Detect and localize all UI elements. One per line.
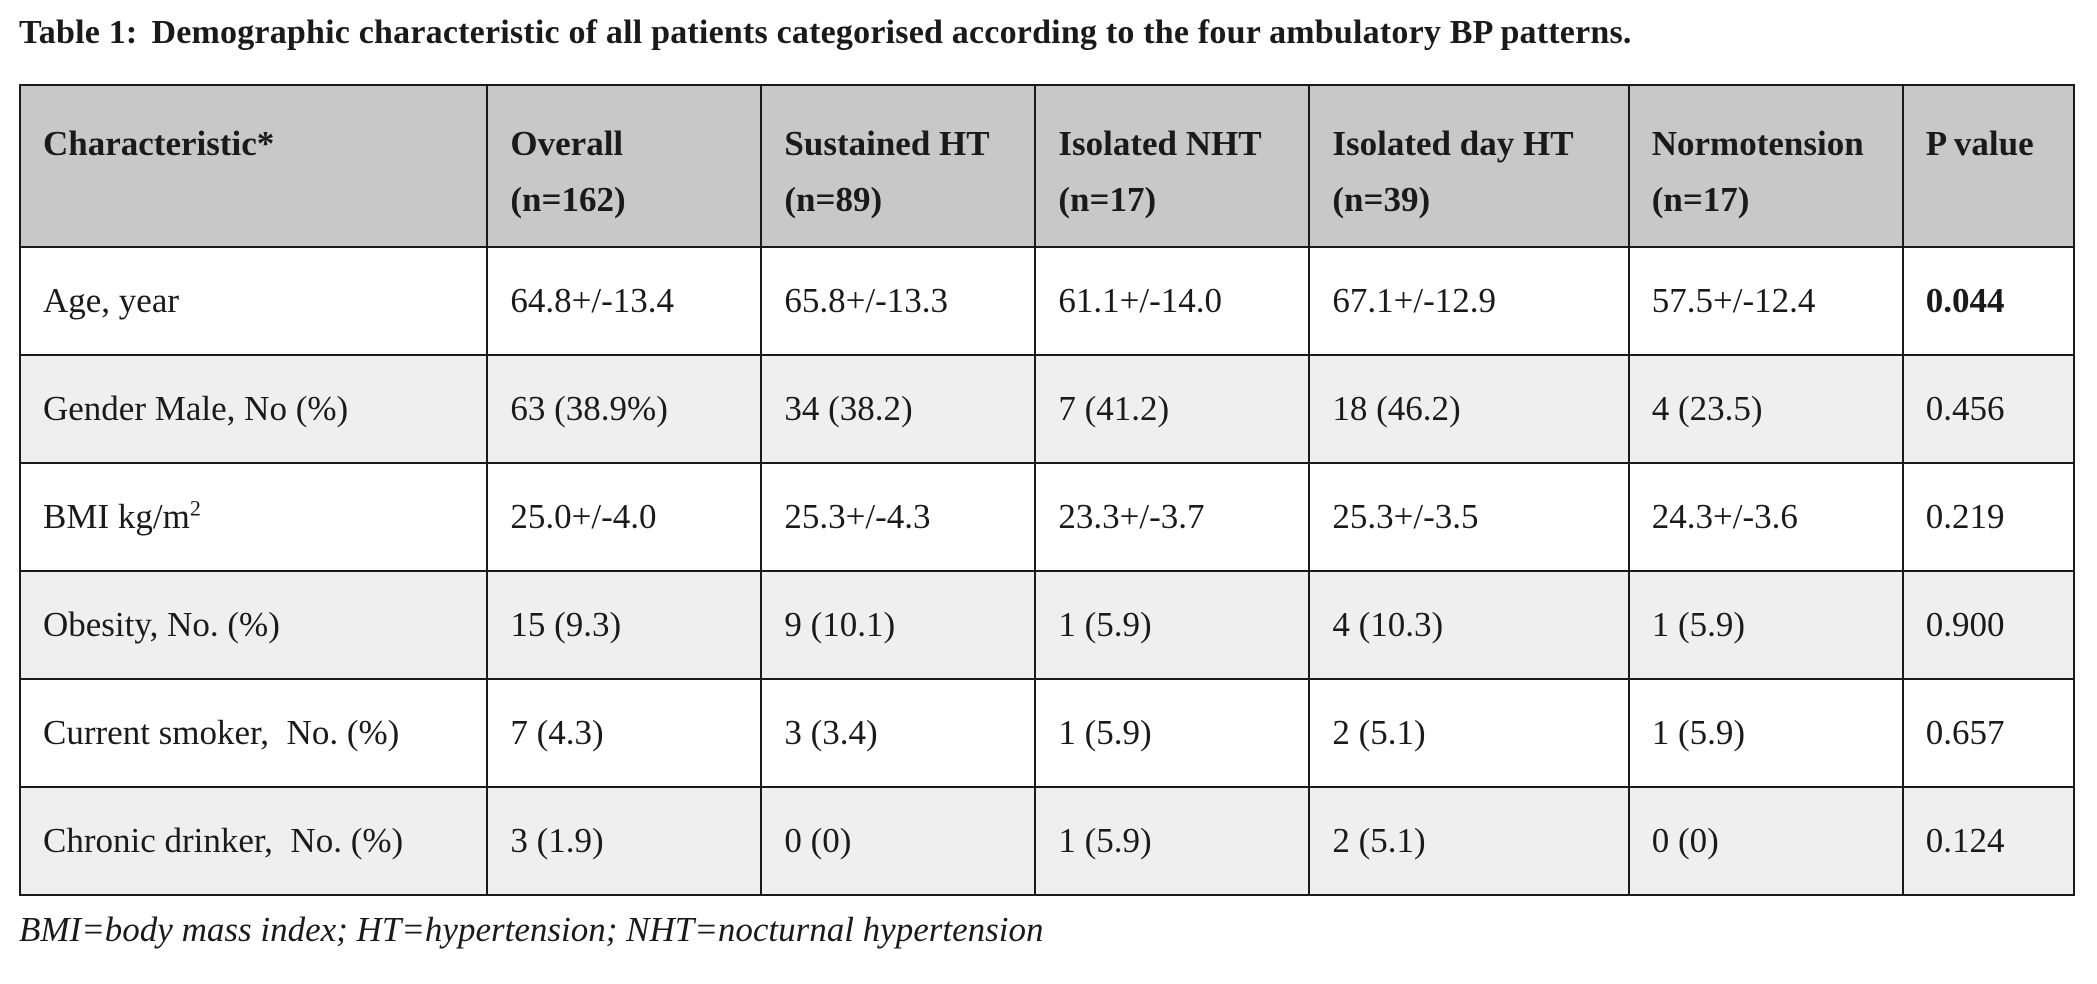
- cell-sustained-ht: 34 (38.2): [760, 354, 1037, 464]
- header-characteristic: Characteristic*: [18, 84, 489, 248]
- cell-p-value: 0.124: [1901, 786, 2076, 896]
- table-row: Chronic drinker, No. (%) 3 (1.9) 0 (0) 1…: [18, 786, 2076, 896]
- header-line: Isolated NHT: [1058, 124, 1262, 163]
- cell-sustained-ht: 65.8+/-13.3: [760, 246, 1037, 356]
- cell-isolated-nht: 1 (5.9): [1034, 570, 1311, 680]
- header-p-value: P value: [1901, 84, 2076, 248]
- cell-sustained-ht: 9 (10.1): [760, 570, 1037, 680]
- cell-p-value: 0.657: [1901, 678, 2076, 788]
- header-sustained-ht: Sustained HT (n=89): [760, 84, 1037, 248]
- header-count: (n=162): [510, 180, 626, 219]
- header-overall: Overall (n=162): [486, 84, 763, 248]
- table-caption: Table 1: Demographic characteristic of al…: [19, 14, 1632, 52]
- cell-sustained-ht: 25.3+/-4.3: [760, 462, 1037, 572]
- cell-isolated-nht: 1 (5.9): [1034, 786, 1311, 896]
- cell-normotension: 1 (5.9): [1627, 570, 1904, 680]
- table-footnote: BMI=body mass index; HT=hypertension; NH…: [19, 910, 1044, 949]
- table-row: Gender Male, No (%) 63 (38.9%) 34 (38.2)…: [18, 354, 2076, 464]
- header-isolated-nht: Isolated NHT (n=17): [1034, 84, 1311, 248]
- header-line: Normotension: [1651, 124, 1864, 163]
- cell-characteristic: Gender Male, No (%): [18, 354, 489, 464]
- header-line: Isolated day HT: [1332, 124, 1574, 163]
- characteristic-label: BMI kg/m: [43, 497, 190, 536]
- table-caption-number: Table 1:: [19, 14, 138, 51]
- header-count: (n=17): [1058, 180, 1157, 219]
- superscript: 2: [189, 495, 201, 521]
- cell-isolated-day-ht: 25.3+/-3.5: [1308, 462, 1630, 572]
- cell-overall: 3 (1.9): [486, 786, 763, 896]
- cell-isolated-nht: 61.1+/-14.0: [1034, 246, 1311, 356]
- cell-normotension: 0 (0): [1627, 786, 1904, 896]
- cell-isolated-nht: 23.3+/-3.7: [1034, 462, 1311, 572]
- header-line: Overall: [510, 124, 624, 163]
- cell-isolated-day-ht: 2 (5.1): [1308, 786, 1630, 896]
- cell-overall: 7 (4.3): [486, 678, 763, 788]
- cell-overall: 63 (38.9%): [486, 354, 763, 464]
- header-isolated-day-ht: Isolated day HT (n=39): [1308, 84, 1630, 248]
- header-line: P value: [1925, 124, 2034, 163]
- cell-isolated-day-ht: 18 (46.2): [1308, 354, 1630, 464]
- header-line: Sustained HT: [784, 124, 990, 163]
- cell-overall: 64.8+/-13.4: [486, 246, 763, 356]
- cell-characteristic: Obesity, No. (%): [18, 570, 489, 680]
- cell-overall: 25.0+/-4.0: [486, 462, 763, 572]
- cell-normotension: 24.3+/-3.6: [1627, 462, 1904, 572]
- table-row: Current smoker, No. (%) 7 (4.3) 3 (3.4) …: [18, 678, 2076, 788]
- table-header-row: Characteristic* Overall (n=162) Sustained…: [18, 84, 2076, 248]
- table-row: Obesity, No. (%) 15 (9.3) 9 (10.1) 1 (5.…: [18, 570, 2076, 680]
- cell-isolated-nht: 7 (41.2): [1034, 354, 1311, 464]
- table-caption-text: Demographic characteristic of all patien…: [151, 14, 1632, 51]
- cell-characteristic: Current smoker, No. (%): [18, 678, 489, 788]
- cell-p-value: 0.456: [1901, 354, 2076, 464]
- cell-p-value: 0.900: [1901, 570, 2076, 680]
- cell-isolated-day-ht: 2 (5.1): [1308, 678, 1630, 788]
- header-line: Characteristic*: [43, 124, 275, 163]
- cell-isolated-day-ht: 4 (10.3): [1308, 570, 1630, 680]
- cell-sustained-ht: 3 (3.4): [760, 678, 1037, 788]
- table-row: Age, year 64.8+/-13.4 65.8+/-13.3 61.1+/…: [18, 246, 2076, 356]
- header-count: (n=89): [784, 180, 883, 219]
- cell-characteristic: Chronic drinker, No. (%): [18, 786, 489, 896]
- table-row: BMI kg/m2 25.0+/-4.0 25.3+/-4.3 23.3+/-3…: [18, 462, 2076, 572]
- cell-isolated-nht: 1 (5.9): [1034, 678, 1311, 788]
- header-count: (n=17): [1651, 180, 1750, 219]
- header-count: (n=39): [1332, 180, 1431, 219]
- header-normotension: Normotension (n=17): [1627, 84, 1904, 248]
- cell-characteristic: Age, year: [18, 246, 489, 356]
- cell-overall: 15 (9.3): [486, 570, 763, 680]
- cell-p-value: 0.219: [1901, 462, 2076, 572]
- cell-normotension: 57.5+/-12.4: [1627, 246, 1904, 356]
- cell-isolated-day-ht: 67.1+/-12.9: [1308, 246, 1630, 356]
- cell-normotension: 1 (5.9): [1627, 678, 1904, 788]
- cell-p-value-significant: 0.044: [1901, 246, 2076, 356]
- cell-characteristic: BMI kg/m2: [18, 462, 489, 572]
- cell-normotension: 4 (23.5): [1627, 354, 1904, 464]
- cell-sustained-ht: 0 (0): [760, 786, 1037, 896]
- demographics-table: Characteristic* Overall (n=162) Sustained…: [18, 84, 2076, 896]
